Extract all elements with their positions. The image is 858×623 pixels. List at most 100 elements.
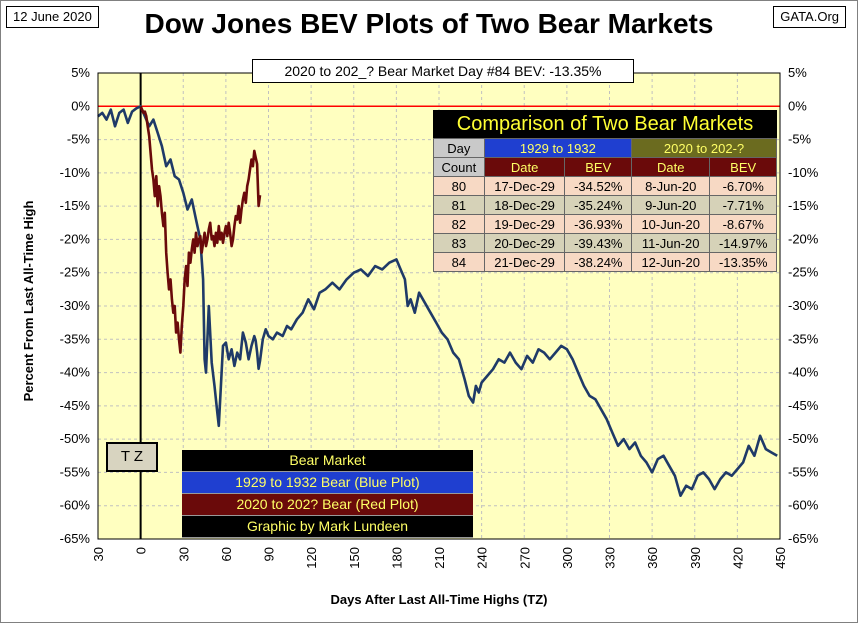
legend-title: Bear Market [182,450,473,472]
y-tick-label: -50% [60,431,91,446]
date-1929-cell: 18-Dec-29 [483,195,566,215]
chart-title: Dow Jones BEV Plots of Two Bear Markets [144,8,714,39]
y-tick-label: -20% [788,231,819,246]
date-label: 12 June 2020 [6,6,99,28]
day-cell: 84 [433,252,485,272]
bev-2020-cell: -13.35% [709,252,777,272]
y-axis-label: Percent From Last All-Time High [21,201,36,402]
y-tick-label: -65% [788,531,819,546]
x-tick-label: 150 [347,547,362,569]
day-cell: 80 [433,176,485,196]
bev-1929-cell: -36.93% [564,214,633,234]
x-tick-label: 210 [432,547,447,569]
table-row: 83 20-Dec-29 -39.43% 11-Jun-20 -14.97% [433,233,777,253]
y-tick-label: -15% [60,198,91,213]
y-tick-label: -25% [60,265,91,280]
date-2020-cell: 10-Jun-20 [631,214,711,234]
legend-blue-series: 1929 to 1932 Bear (Blue Plot) [182,472,473,494]
day-cell: 83 [433,233,485,253]
y-tick-label: -5% [788,132,812,147]
table-row: 80 17-Dec-29 -34.52% 8-Jun-20 -6.70% [433,176,777,196]
x-tick-label: 270 [517,547,532,569]
y-tick-label: -35% [60,331,91,346]
date-2020-cell: 11-Jun-20 [631,233,711,253]
bev-2020-cell: -14.97% [709,233,777,253]
x-tick-label: 360 [645,547,660,569]
x-tick-label: 450 [773,547,788,569]
y-tick-label: -5% [67,132,91,147]
y-tick-label: -40% [60,365,91,380]
x-tick-label: 390 [688,547,703,569]
date-2020-cell: 8-Jun-20 [631,176,711,196]
y-tick-label: -35% [788,331,819,346]
day-header: Day [433,138,485,158]
y-tick-label: -20% [60,231,91,246]
date-2020-cell: 9-Jun-20 [631,195,711,215]
y-tick-label: -10% [788,165,819,180]
y-tick-label: -10% [60,165,91,180]
bev-2020-cell: -8.67% [709,214,777,234]
x-axis-label: Days After Last All-Time Highs (TZ) [331,592,548,607]
x-tick-label: 300 [560,547,575,569]
table-row: 84 21-Dec-29 -38.24% 12-Jun-20 -13.35% [433,252,777,272]
y-tick-label: -65% [60,531,91,546]
bev-2020-header: BEV [709,157,777,177]
day-cell: 81 [433,195,485,215]
date-1929-header: Date [483,157,566,177]
y-tick-label: -60% [60,498,91,513]
x-axis: 30 0 30 60 90 120 150 180 210 240 270 300 330 360 390 4… [91,547,788,569]
bev-1929-cell: -39.43% [564,233,633,253]
chart-subtitle: 2020 to 202_? Bear Market Day #84 BEV: -… [252,59,634,83]
date-1929-cell: 21-Dec-29 [483,252,566,272]
comparison-title: Comparison of Two Bear Markets [433,110,777,138]
x-tick-label: 330 [603,547,618,569]
y-tick-label: -25% [788,265,819,280]
count-header: Count [433,157,485,177]
bev-1929-header: BEV [564,157,633,177]
series-line-2020 [139,105,262,354]
x-tick-label: 240 [475,547,490,569]
y-tick-label: -30% [60,298,91,313]
x-tick-label: 30 [176,547,191,561]
day-cell: 82 [433,214,485,234]
y-tick-label: 0% [788,98,807,113]
y-tick-label: -45% [60,398,91,413]
legend: Bear Market 1929 to 1932 Bear (Blue Plot… [182,450,473,538]
bev-1929-cell: -34.52% [564,176,633,196]
y-tick-label: -50% [788,431,819,446]
legend-red-series: 2020 to 202? Bear (Red Plot) [182,494,473,516]
y-tick-label: -60% [788,498,819,513]
x-tick-label: 60 [219,547,234,561]
date-1929-cell: 17-Dec-29 [483,176,566,196]
table-row: 82 19-Dec-29 -36.93% 10-Jun-20 -8.67% [433,214,777,234]
group-1929-header: 1929 to 1932 [483,138,633,158]
x-tick-label: 120 [304,547,319,569]
x-tick-label: 30 [91,547,106,561]
bev-2020-cell: -7.71% [709,195,777,215]
x-tick-label: 180 [389,547,404,569]
y-tick-label: -30% [788,298,819,313]
source-label: GATA.Org [773,6,846,28]
date-2020-cell: 12-Jun-20 [631,252,711,272]
x-tick-label: 90 [262,547,277,561]
y-tick-label: 0% [71,98,90,113]
y-tick-label: -40% [788,365,819,380]
bev-1929-cell: -35.24% [564,195,633,215]
table-row: 81 18-Dec-29 -35.24% 9-Jun-20 -7.71% [433,195,777,215]
series-layer [97,105,778,498]
y-tick-label: 5% [71,65,90,80]
date-1929-cell: 20-Dec-29 [483,233,566,253]
y-tick-label: -45% [788,398,819,413]
y-axis-left: 5% 0% -5% -10% -15% -20% -25% -30% -35% -40% -45% -… [60,65,91,546]
legend-credit: Graphic by Mark Lundeen [182,516,473,538]
y-tick-label: -55% [60,464,91,479]
y-tick-label: 5% [788,65,807,80]
bev-2020-cell: -6.70% [709,176,777,196]
tz-marker: T Z [106,442,158,472]
x-tick-label: 0 [134,547,149,554]
bev-1929-cell: -38.24% [564,252,633,272]
group-2020-header: 2020 to 202-? [631,138,777,158]
date-2020-header: Date [631,157,711,177]
comparison-table: Day 1929 to 1932 2020 to 202-? Count Dat… [433,138,777,272]
y-axis-right: 5% 0% -5% -10% -15% -20% -25% -30% -35% -40% -45% -… [788,65,819,546]
